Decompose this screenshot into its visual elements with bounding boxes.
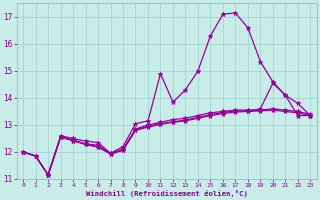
X-axis label: Windchill (Refroidissement éolien,°C): Windchill (Refroidissement éolien,°C) [86, 190, 248, 197]
